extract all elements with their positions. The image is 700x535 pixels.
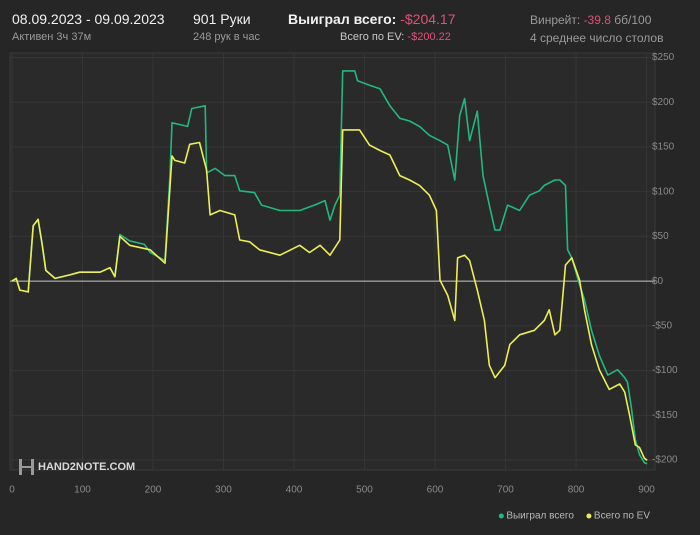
y-tick-label: $100 <box>652 186 675 197</box>
y-tick-label: $150 <box>652 142 675 153</box>
ev-label: Всего по EV: <box>340 31 405 43</box>
hands-per-hour: 248 рук в час <box>193 31 261 43</box>
x-tick-label: 500 <box>356 485 373 496</box>
legend-label: Выиграл всего <box>506 511 574 522</box>
y-tick-label: $200 <box>652 97 675 108</box>
y-tick-label: -$50 <box>652 321 672 332</box>
winrate: Винрейт: -39.8 бб/100 <box>530 13 651 27</box>
legend-swatch <box>586 513 592 519</box>
won-label: Выиграл всего: <box>288 11 397 27</box>
series-line <box>11 129 648 461</box>
x-tick-label: 800 <box>568 485 585 496</box>
winrate-unit: бб/100 <box>614 13 652 27</box>
y-tick-label: -$100 <box>652 365 678 376</box>
y-tick-label: -$150 <box>652 410 678 421</box>
y-tick-label: $0 <box>652 276 664 287</box>
winrate-label: Винрейт: <box>530 13 581 27</box>
x-tick-label: 900 <box>638 485 655 496</box>
x-tick-label: 700 <box>497 485 514 496</box>
date-range: 08.09.2023 - 09.09.2023 <box>12 11 165 27</box>
plot-area <box>9 52 656 471</box>
x-tick-label: 400 <box>286 485 303 496</box>
y-tick-label: $50 <box>652 231 669 242</box>
x-tick-label: 600 <box>427 485 444 496</box>
won-value: -$204.17 <box>400 11 456 27</box>
y-tick-label: -$200 <box>652 455 678 466</box>
hands: 901 Руки <box>193 11 251 27</box>
ev-value: -$200.22 <box>407 31 451 43</box>
x-tick-label: 300 <box>215 485 232 496</box>
ev-total: Всего по EV: -$200.22 <box>340 31 451 43</box>
x-tick-label: 200 <box>145 485 162 496</box>
y-tick-label: $250 <box>652 52 675 63</box>
winrate-value: -39.8 <box>583 13 611 27</box>
won-total: Выиграл всего: -$204.17 <box>288 11 456 27</box>
watermark-logo <box>19 459 34 475</box>
active-time: Активен 3ч 37м <box>12 31 92 43</box>
x-tick-label: 0 <box>9 485 15 496</box>
avg-tables: 4 среднее число столов <box>530 31 664 45</box>
watermark: HAND2NOTE.COM <box>38 461 135 473</box>
legend-label: Всего по EV <box>594 511 650 522</box>
legend-swatch <box>498 513 504 519</box>
x-tick-label: 100 <box>74 485 91 496</box>
